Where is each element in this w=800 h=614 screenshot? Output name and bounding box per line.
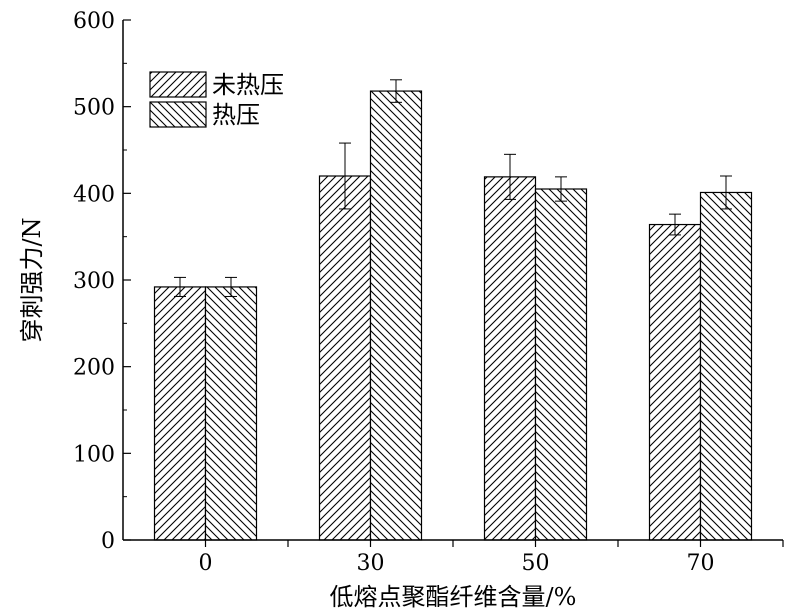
- y-tick-label-400: 400: [73, 182, 115, 207]
- bar-hot-pressed-0: [204, 286, 258, 541]
- bar-untreated-70: [648, 223, 702, 541]
- x-axis-title: 低熔点聚酯纤维含量/%: [330, 583, 577, 611]
- error-bar-hot-pressed-30: [390, 79, 402, 103]
- x-tick-label-70: 70: [687, 551, 715, 576]
- x-tick-label-50: 50: [522, 551, 550, 576]
- y-tick-label-0: 0: [101, 529, 115, 554]
- error-bar-untreated-0: [174, 276, 186, 297]
- bar-hot-pressed-70: [699, 191, 753, 541]
- x-tick-label-0: 0: [199, 551, 213, 576]
- y-tick-label-100: 100: [73, 442, 115, 467]
- axes-layer: 0 100 200 300 400 500 600 0 30 50 70: [73, 9, 784, 576]
- legend-swatch-hot-pressed: [149, 101, 207, 128]
- bar-untreated-30: [318, 175, 372, 541]
- legend-label-untreated: 未热压: [212, 71, 284, 99]
- error-bar-untreated-70: [669, 213, 681, 236]
- legend-label-hot-pressed: 热压: [212, 101, 260, 129]
- bar-hot-pressed-50: [534, 188, 588, 541]
- y-tick-label-600: 600: [73, 9, 115, 34]
- bar-untreated-50: [483, 176, 537, 541]
- legend-swatch-untreated: [149, 71, 207, 98]
- y-tick-label-300: 300: [73, 269, 115, 294]
- error-bar-untreated-30: [339, 142, 351, 210]
- y-axis-title: 穿刺强力/N: [18, 217, 46, 342]
- error-bar-hot-pressed-70: [720, 175, 732, 210]
- error-bar-hot-pressed-0: [225, 276, 237, 297]
- y-tick-label-200: 200: [73, 356, 115, 381]
- y-tick-label-500: 500: [73, 96, 115, 121]
- x-tick-label-30: 30: [357, 551, 385, 576]
- bar-untreated-0: [153, 286, 207, 541]
- legend: 未热压 热压: [149, 71, 284, 129]
- bar-hot-pressed-30: [369, 90, 423, 541]
- error-bar-untreated-50: [504, 153, 516, 200]
- error-bars-layer: [174, 79, 732, 297]
- error-bar-hot-pressed-50: [555, 176, 567, 202]
- bars-layer: [153, 90, 753, 541]
